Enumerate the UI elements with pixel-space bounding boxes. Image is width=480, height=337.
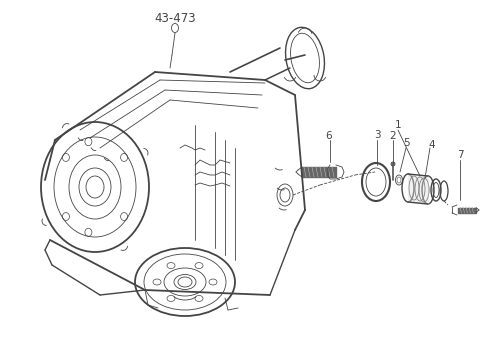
Text: 1: 1 (395, 120, 401, 130)
Text: 7: 7 (456, 150, 463, 160)
Text: 4: 4 (429, 140, 435, 150)
Ellipse shape (135, 248, 235, 316)
Text: 2: 2 (390, 131, 396, 141)
Text: 5: 5 (404, 138, 410, 148)
Text: 3: 3 (374, 130, 380, 140)
Text: 6: 6 (326, 131, 332, 141)
Ellipse shape (174, 275, 196, 289)
Ellipse shape (391, 162, 395, 166)
Text: 43-473: 43-473 (154, 11, 196, 25)
